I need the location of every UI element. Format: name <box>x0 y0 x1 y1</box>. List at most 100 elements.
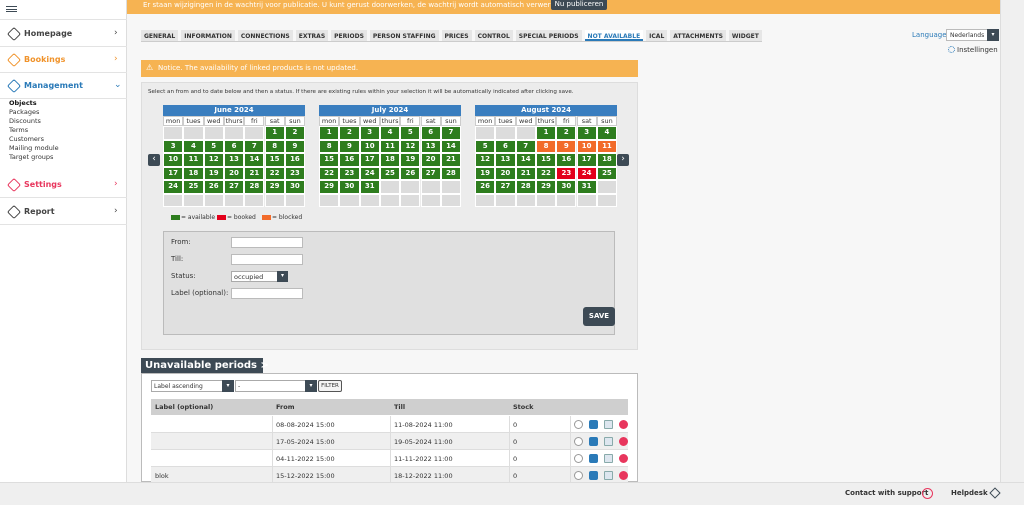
calendar-icon[interactable] <box>604 437 613 446</box>
day-cell[interactable]: 2 <box>339 126 360 140</box>
calendar-icon[interactable] <box>604 471 613 480</box>
tab[interactable]: SPECIAL PERIODS <box>515 30 582 41</box>
day-cell[interactable]: 17 <box>163 166 184 180</box>
day-cell[interactable]: 18 <box>379 153 401 167</box>
day-cell[interactable]: 8 <box>535 139 557 153</box>
day-cell[interactable]: 13 <box>420 139 441 153</box>
day-cell[interactable]: 30 <box>339 180 360 194</box>
day-cell[interactable]: 24 <box>576 166 597 180</box>
day-cell[interactable]: 26 <box>203 180 224 194</box>
day-cell[interactable]: 29 <box>264 180 285 194</box>
day-cell[interactable]: 19 <box>400 153 421 167</box>
tab[interactable]: PERIODS <box>331 30 367 41</box>
delete-icon[interactable] <box>619 420 628 429</box>
day-cell[interactable]: 20 <box>495 166 516 180</box>
submenu-item[interactable]: Target groups <box>9 153 54 161</box>
day-cell[interactable]: 2 <box>284 126 306 140</box>
day-cell[interactable]: 8 <box>319 139 340 153</box>
day-cell[interactable]: 4 <box>596 126 618 140</box>
day-cell[interactable]: 15 <box>319 153 340 167</box>
day-cell[interactable]: 27 <box>223 180 245 194</box>
tab[interactable]: CONNECTIONS <box>237 30 293 41</box>
day-cell[interactable]: 5 <box>203 139 224 153</box>
day-cell[interactable]: 10 <box>163 153 184 167</box>
day-cell[interactable]: 26 <box>400 166 421 180</box>
tab[interactable]: EXTRAS <box>295 30 329 41</box>
day-cell[interactable]: 25 <box>183 180 204 194</box>
day-cell[interactable]: 22 <box>319 166 340 180</box>
day-cell[interactable]: 6 <box>420 126 441 140</box>
day-cell[interactable]: 28 <box>244 180 265 194</box>
calendar-icon[interactable] <box>604 454 613 463</box>
day-cell[interactable]: 19 <box>475 166 496 180</box>
day-cell[interactable]: 26 <box>475 180 496 194</box>
day-cell[interactable]: 4 <box>183 139 204 153</box>
edit-icon[interactable] <box>589 471 598 480</box>
day-cell[interactable]: 15 <box>535 153 557 167</box>
day-cell[interactable]: 11 <box>379 139 401 153</box>
filter-button[interactable]: FILTER <box>318 380 342 392</box>
day-cell[interactable]: 25 <box>596 166 618 180</box>
day-cell[interactable]: 18 <box>596 153 618 167</box>
menu-item[interactable]: Settings <box>24 180 62 189</box>
day-cell[interactable]: 21 <box>515 166 536 180</box>
tab[interactable]: GENERAL <box>141 30 179 41</box>
day-cell[interactable]: 24 <box>359 166 380 180</box>
day-cell[interactable]: 8 <box>264 139 285 153</box>
day-cell[interactable]: 3 <box>576 126 597 140</box>
day-cell[interactable]: 12 <box>475 153 496 167</box>
view-icon[interactable] <box>574 471 583 480</box>
day-cell[interactable]: 1 <box>535 126 557 140</box>
day-cell[interactable]: 3 <box>163 139 184 153</box>
day-cell[interactable]: 10 <box>359 139 380 153</box>
day-cell[interactable]: 7 <box>244 139 265 153</box>
day-cell[interactable]: 20 <box>223 166 245 180</box>
day-cell[interactable]: 27 <box>420 166 441 180</box>
edit-icon[interactable] <box>589 454 598 463</box>
day-cell[interactable]: 29 <box>319 180 340 194</box>
day-cell[interactable]: 18 <box>183 166 204 180</box>
day-cell[interactable]: 22 <box>264 166 285 180</box>
day-cell[interactable]: 13 <box>495 153 516 167</box>
day-cell[interactable]: 14 <box>440 139 462 153</box>
day-cell[interactable]: 25 <box>379 166 401 180</box>
day-cell[interactable]: 16 <box>556 153 577 167</box>
edit-icon[interactable] <box>589 420 598 429</box>
tab[interactable]: CONTROL <box>474 30 513 41</box>
edit-icon[interactable] <box>589 437 598 446</box>
day-cell[interactable]: 10 <box>576 139 597 153</box>
day-cell[interactable]: 12 <box>400 139 421 153</box>
submenu-item[interactable]: Terms <box>9 126 29 134</box>
nav-arrow[interactable]: › <box>617 154 629 166</box>
tab[interactable]: INFORMATION <box>181 30 235 41</box>
day-cell[interactable]: 30 <box>284 180 306 194</box>
menu-item[interactable]: Homepage <box>24 29 73 38</box>
save-button[interactable]: SAVE <box>583 307 615 326</box>
day-cell[interactable]: 17 <box>359 153 380 167</box>
day-cell[interactable]: 14 <box>515 153 536 167</box>
day-cell[interactable]: 23 <box>339 166 360 180</box>
day-cell[interactable]: 2 <box>556 126 577 140</box>
tab[interactable]: NOT AVAILABLE <box>584 30 644 41</box>
day-cell[interactable]: 9 <box>284 139 306 153</box>
day-cell[interactable]: 7 <box>515 139 536 153</box>
helpdesk-link[interactable]: Helpdesk <box>951 489 988 497</box>
day-cell[interactable]: 9 <box>556 139 577 153</box>
calendar-icon[interactable] <box>604 420 613 429</box>
day-cell[interactable]: 14 <box>244 153 265 167</box>
day-cell[interactable]: 31 <box>576 180 597 194</box>
day-cell[interactable]: 21 <box>440 153 462 167</box>
day-cell[interactable]: 20 <box>420 153 441 167</box>
day-cell[interactable]: 15 <box>264 153 285 167</box>
day-cell[interactable]: 16 <box>284 153 306 167</box>
publish-button[interactable]: Nu publiceren <box>551 0 607 10</box>
nav-arrow[interactable]: ‹ <box>148 154 160 166</box>
view-icon[interactable] <box>574 437 583 446</box>
day-cell[interactable]: 27 <box>495 180 516 194</box>
day-cell[interactable]: 30 <box>556 180 577 194</box>
day-cell[interactable]: 16 <box>339 153 360 167</box>
menu-item[interactable]: Report <box>24 207 55 216</box>
text-input[interactable] <box>231 237 303 248</box>
day-cell[interactable]: 21 <box>244 166 265 180</box>
delete-icon[interactable] <box>619 471 628 480</box>
